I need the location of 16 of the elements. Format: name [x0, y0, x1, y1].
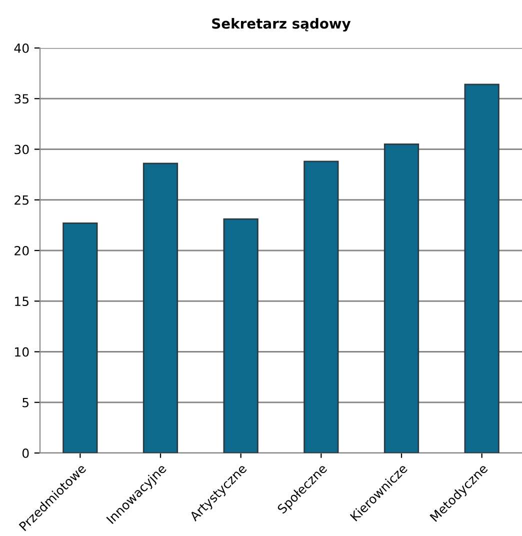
y-tick-label: 10 [15, 347, 29, 357]
y-tick-label: 0 [22, 448, 29, 458]
y-tick-label: 5 [22, 398, 28, 408]
bar [223, 218, 258, 453]
y-tick-label: 20 [14, 246, 29, 256]
bar [304, 160, 339, 453]
bar [464, 84, 500, 453]
y-tick-label: 25 [14, 195, 28, 205]
bar [384, 143, 420, 453]
bar [142, 162, 178, 453]
y-tick-label: 15 [15, 296, 28, 306]
bar [62, 222, 98, 453]
y-tick-label: 35 [14, 94, 28, 104]
y-tick-label: 40 [14, 43, 29, 53]
chart-title: Sekretarz sądowy [212, 18, 351, 32]
y-tick-label: 30 [14, 144, 29, 154]
